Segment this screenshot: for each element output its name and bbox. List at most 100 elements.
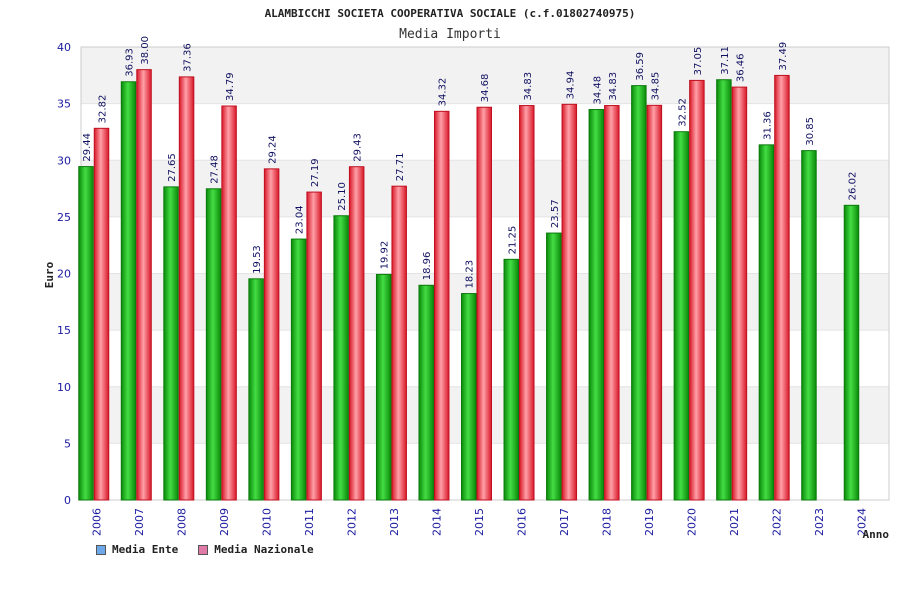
value-label: 23.04 bbox=[295, 205, 306, 234]
value-label: 34.68 bbox=[480, 74, 491, 103]
x-tick-label: 2014 bbox=[430, 508, 443, 536]
x-tick-label: 2012 bbox=[345, 508, 358, 536]
bar-media-nazionale bbox=[348, 166, 365, 501]
value-label: 23.57 bbox=[550, 199, 561, 228]
bar-media-ente bbox=[588, 109, 605, 501]
x-tick-label: 2022 bbox=[771, 508, 784, 536]
chart-subtitle: Media Importi bbox=[399, 27, 501, 42]
bar-media-ente bbox=[290, 238, 307, 501]
bar-media-nazionale bbox=[731, 86, 748, 501]
x-tick-label: 2020 bbox=[686, 508, 699, 536]
x-tick-label: 2009 bbox=[218, 508, 231, 536]
value-label: 27.19 bbox=[310, 158, 321, 187]
bar-media-ente bbox=[843, 204, 860, 501]
x-tick-label: 2010 bbox=[260, 508, 273, 536]
bar-media-nazionale bbox=[519, 105, 535, 501]
bar-media-ente bbox=[461, 293, 477, 501]
y-tick-label: 30 bbox=[57, 154, 71, 167]
value-label: 30.85 bbox=[805, 117, 816, 146]
value-label: 34.83 bbox=[608, 72, 619, 101]
x-tick-label: 2023 bbox=[813, 508, 826, 536]
y-tick-label: 40 bbox=[57, 41, 71, 54]
bar-media-nazionale bbox=[221, 105, 237, 501]
bar-media-ente bbox=[546, 232, 562, 501]
value-label: 29.44 bbox=[82, 133, 93, 162]
x-tick-label: 2019 bbox=[643, 508, 656, 536]
y-tick-label: 35 bbox=[57, 98, 71, 111]
bar-media-ente bbox=[716, 79, 732, 501]
legend-item-media-ente: Media Ente bbox=[96, 543, 178, 556]
x-tick-label: 2024 bbox=[856, 508, 869, 536]
legend-item-media-nazionale: Media Nazionale bbox=[198, 543, 314, 556]
x-tick-label: 2011 bbox=[303, 508, 316, 536]
y-axis-label: Euro bbox=[43, 261, 56, 288]
bar-media-ente bbox=[78, 166, 94, 501]
bar-media-nazionale bbox=[306, 191, 322, 501]
value-label: 34.83 bbox=[523, 72, 534, 101]
bar-media-ente bbox=[333, 215, 349, 501]
value-label: 27.71 bbox=[395, 153, 406, 182]
bar-media-nazionale bbox=[433, 110, 450, 501]
x-axis-label: Anno bbox=[863, 528, 890, 541]
value-label: 32.82 bbox=[98, 95, 109, 124]
value-label: 34.79 bbox=[225, 72, 236, 101]
value-label: 38.00 bbox=[140, 36, 151, 65]
bar-media-ente bbox=[631, 85, 647, 501]
x-tick-label: 2018 bbox=[601, 508, 614, 536]
bar-media-ente bbox=[503, 258, 520, 501]
x-tick-label: 2013 bbox=[388, 508, 401, 536]
bar-media-ente bbox=[163, 186, 179, 501]
x-tick-label: 2008 bbox=[175, 508, 188, 536]
y-tick-label: 25 bbox=[57, 211, 71, 224]
y-tick-label: 15 bbox=[57, 324, 71, 337]
bar-media-ente bbox=[205, 188, 222, 501]
legend-swatch-media-ente bbox=[96, 544, 106, 555]
bar-media-ente bbox=[758, 144, 775, 501]
value-label: 21.25 bbox=[507, 226, 518, 255]
value-label: 34.85 bbox=[650, 72, 661, 101]
value-label: 29.24 bbox=[268, 135, 279, 164]
legend-label-media-ente: Media Ente bbox=[112, 543, 179, 556]
x-tick-label: 2007 bbox=[133, 508, 146, 536]
legend-label-media-nazionale: Media Nazionale bbox=[214, 543, 314, 556]
bar-media-ente bbox=[248, 278, 264, 501]
bar-media-nazionale bbox=[646, 104, 663, 501]
value-label: 37.49 bbox=[778, 42, 789, 71]
y-tick-label: 0 bbox=[64, 494, 71, 507]
x-tick-label: 2017 bbox=[558, 508, 571, 536]
value-labels: 29.44 32.82 36.93 38.00 27.65 37.36 27.48 34.79… bbox=[82, 36, 858, 289]
grid-band bbox=[81, 47, 889, 104]
x-tick-label: 2006 bbox=[90, 508, 103, 536]
value-label: 37.11 bbox=[720, 46, 731, 75]
value-label: 27.65 bbox=[167, 153, 178, 182]
value-label: 19.53 bbox=[252, 245, 263, 274]
value-label: 18.23 bbox=[465, 260, 476, 289]
bar-media-nazionale bbox=[604, 105, 620, 501]
bar-media-ente bbox=[673, 131, 690, 501]
bar-media-nazionale bbox=[263, 168, 280, 501]
bar-media-nazionale bbox=[561, 103, 578, 501]
x-tick-label: 2016 bbox=[516, 508, 529, 536]
x-axis-ticks: 2006 2007 2008 2009 2010 2011 2012 2013 2014 2015… bbox=[90, 508, 868, 536]
value-label: 29.43 bbox=[353, 133, 364, 162]
value-label: 37.05 bbox=[693, 47, 704, 76]
chart-title: ALAMBICCHI SOCIETA COOPERATIVA SOCIALE (… bbox=[265, 7, 636, 20]
value-label: 37.36 bbox=[183, 43, 194, 72]
value-label: 32.52 bbox=[677, 98, 688, 127]
y-tick-label: 5 bbox=[64, 437, 71, 450]
bar-media-ente bbox=[418, 284, 434, 501]
bar-media-nazionale bbox=[178, 76, 195, 501]
y-tick-label: 10 bbox=[57, 381, 71, 394]
bar-media-ente bbox=[375, 273, 392, 501]
value-label: 31.36 bbox=[762, 111, 773, 140]
legend-swatch-media-nazionale bbox=[198, 544, 209, 555]
x-tick-label: 2021 bbox=[728, 508, 741, 536]
bar-media-nazionale bbox=[93, 127, 110, 501]
x-tick-label: 2015 bbox=[473, 508, 486, 536]
value-label: 19.92 bbox=[380, 241, 391, 270]
value-label: 34.32 bbox=[438, 78, 449, 107]
bar-media-ente bbox=[801, 150, 817, 501]
value-label: 36.93 bbox=[125, 48, 136, 77]
y-tick-label: 20 bbox=[57, 268, 71, 281]
